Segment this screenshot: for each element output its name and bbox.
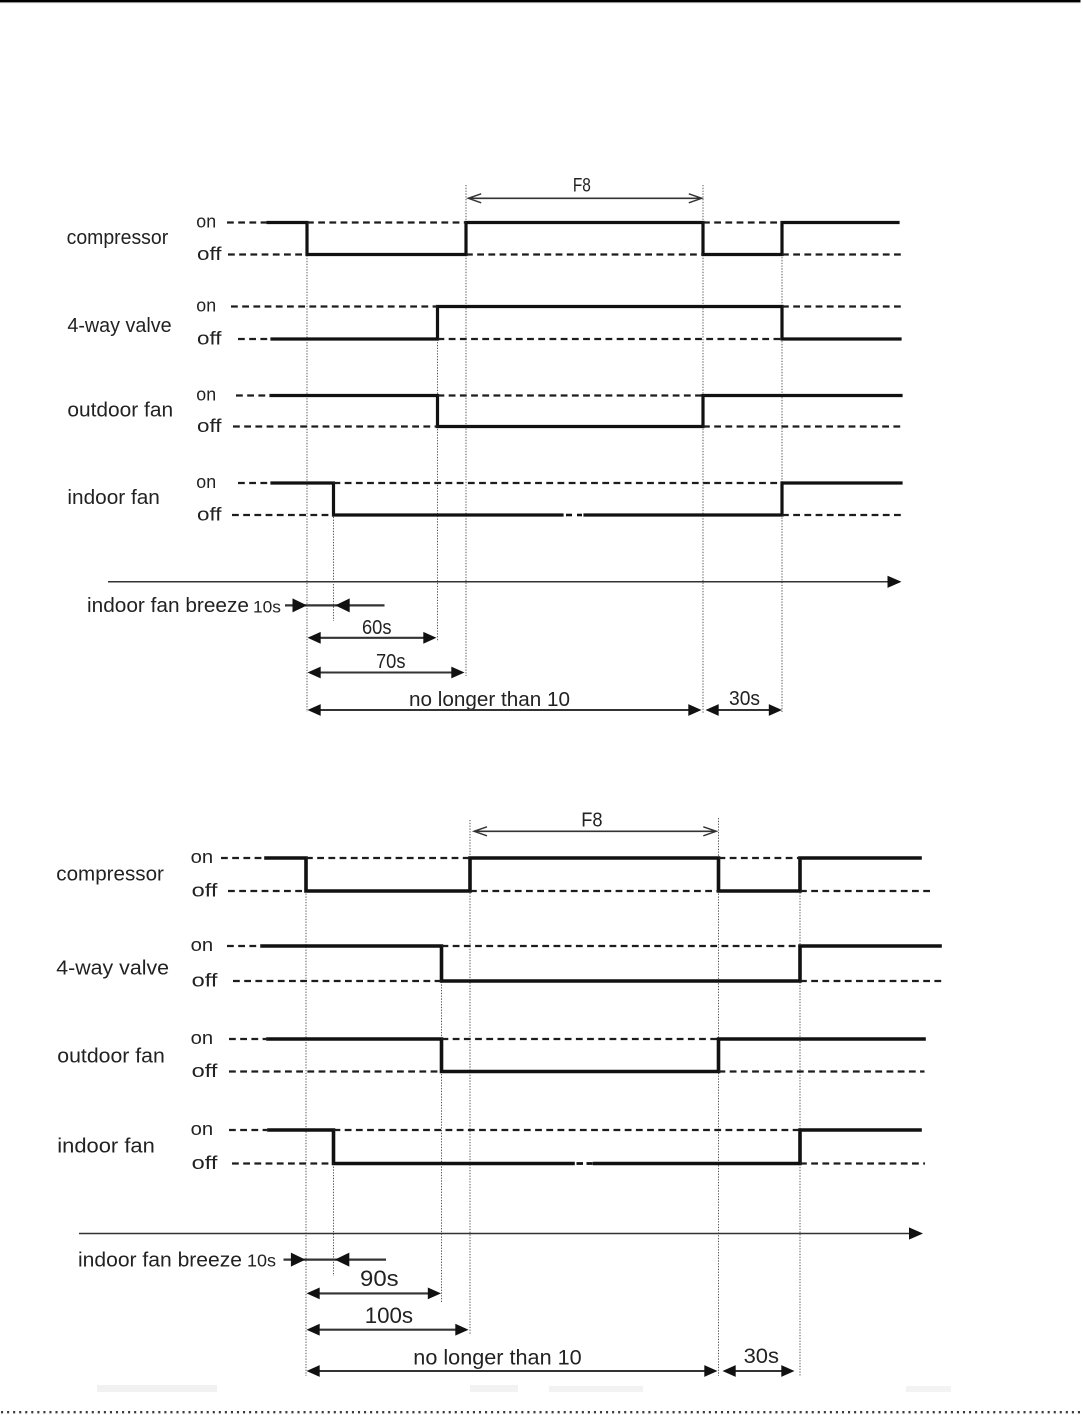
svg-text:30s: 30s xyxy=(729,688,760,710)
svg-text:compressor: compressor xyxy=(56,863,164,885)
svg-text:30s: 30s xyxy=(744,1345,779,1368)
svg-text:off: off xyxy=(192,1060,219,1081)
svg-text:off: off xyxy=(192,879,219,900)
svg-text:off: off xyxy=(197,503,223,524)
svg-text:on: on xyxy=(191,846,214,867)
svg-text:compressor: compressor xyxy=(67,227,169,249)
svg-text:on: on xyxy=(191,934,214,955)
svg-text:90s: 90s xyxy=(360,1266,399,1291)
svg-text:outdoor fan: outdoor fan xyxy=(67,399,173,421)
svg-text:10s: 10s xyxy=(253,597,281,616)
svg-text:on: on xyxy=(196,471,216,492)
svg-text:off: off xyxy=(197,327,223,348)
svg-text:off: off xyxy=(192,969,219,990)
svg-text:on: on xyxy=(196,383,216,404)
svg-text:4-way valve: 4-way valve xyxy=(56,958,169,980)
svg-text:on: on xyxy=(191,1118,214,1139)
svg-text:no longer than 10: no longer than 10 xyxy=(413,1346,581,1369)
svg-text:indoor fan breeze: indoor fan breeze xyxy=(87,595,249,617)
svg-text:70s: 70s xyxy=(376,651,406,673)
svg-text:off: off xyxy=(197,415,223,436)
svg-text:100s: 100s xyxy=(365,1303,413,1328)
svg-text:outdoor fan: outdoor fan xyxy=(57,1046,165,1068)
svg-text:4-way valve: 4-way valve xyxy=(67,315,171,337)
svg-text:F8: F8 xyxy=(573,175,591,197)
svg-text:on: on xyxy=(196,210,216,231)
svg-text:on: on xyxy=(191,1027,214,1048)
svg-text:60s: 60s xyxy=(362,617,392,639)
svg-text:F8: F8 xyxy=(581,810,602,832)
svg-text:indoor fan: indoor fan xyxy=(57,1135,155,1157)
svg-text:no longer than 10: no longer than 10 xyxy=(409,689,570,711)
svg-text:indoor fan: indoor fan xyxy=(67,487,159,509)
svg-text:10s: 10s xyxy=(247,1251,276,1271)
svg-text:off: off xyxy=(192,1152,219,1173)
svg-text:off: off xyxy=(197,243,223,264)
svg-text:indoor fan breeze: indoor fan breeze xyxy=(78,1249,242,1271)
svg-text:on: on xyxy=(196,294,216,315)
